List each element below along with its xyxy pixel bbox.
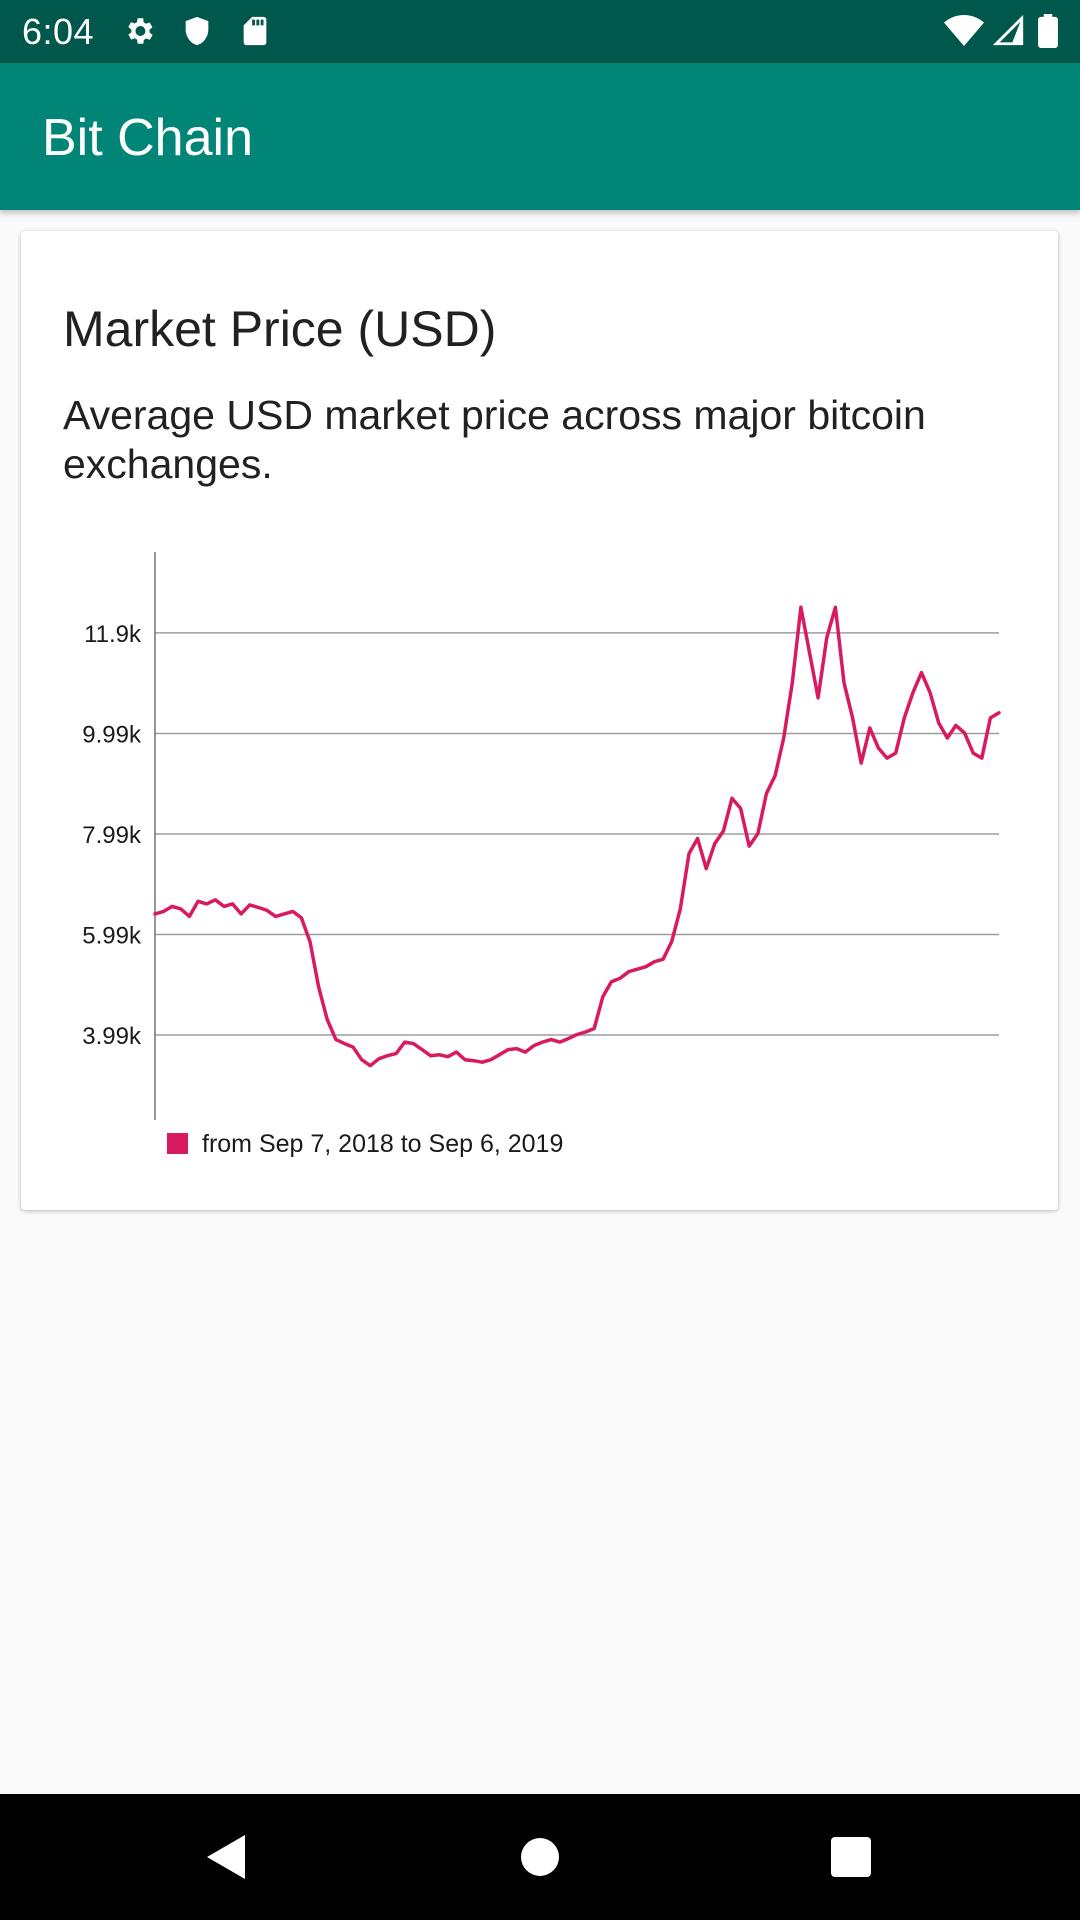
shield-icon xyxy=(185,16,209,46)
market-price-card: Market Price (USD) Average USD market pr… xyxy=(21,231,1058,1210)
navigation-bar xyxy=(0,1794,1080,1920)
y-tick-label: 9.99k xyxy=(82,721,142,748)
status-bar: 6:04 xyxy=(0,0,1080,63)
y-tick-label: 11.9k xyxy=(84,621,142,648)
y-tick-label: 5.99k xyxy=(82,923,142,950)
gear-icon xyxy=(128,18,153,44)
battery-icon xyxy=(1038,14,1058,48)
app-title: Bit Chain xyxy=(42,109,253,167)
y-tick-label: 7.99k xyxy=(82,822,142,849)
recents-icon[interactable] xyxy=(821,1827,881,1887)
app-bar: Bit Chain xyxy=(0,63,1080,210)
sd-card-icon xyxy=(243,16,267,46)
home-icon[interactable] xyxy=(510,1827,570,1887)
card-description: Average USD market price across major bi… xyxy=(63,392,926,487)
wifi-icon xyxy=(944,15,984,46)
status-time: 6:04 xyxy=(22,11,95,52)
price-series-line xyxy=(153,605,1001,1068)
legend-label: from Sep 7, 2018 to Sep 6, 2019 xyxy=(202,1130,564,1158)
legend-swatch xyxy=(167,1133,188,1154)
signal-icon xyxy=(992,14,1024,46)
back-icon[interactable] xyxy=(197,1827,257,1887)
price-chart[interactable]: 3.99k 5.99k 7.99k 9.99k 11.9k xyxy=(21,231,1058,1210)
card-title: Market Price (USD) xyxy=(63,301,497,357)
y-tick-label: 3.99k xyxy=(82,1023,142,1050)
